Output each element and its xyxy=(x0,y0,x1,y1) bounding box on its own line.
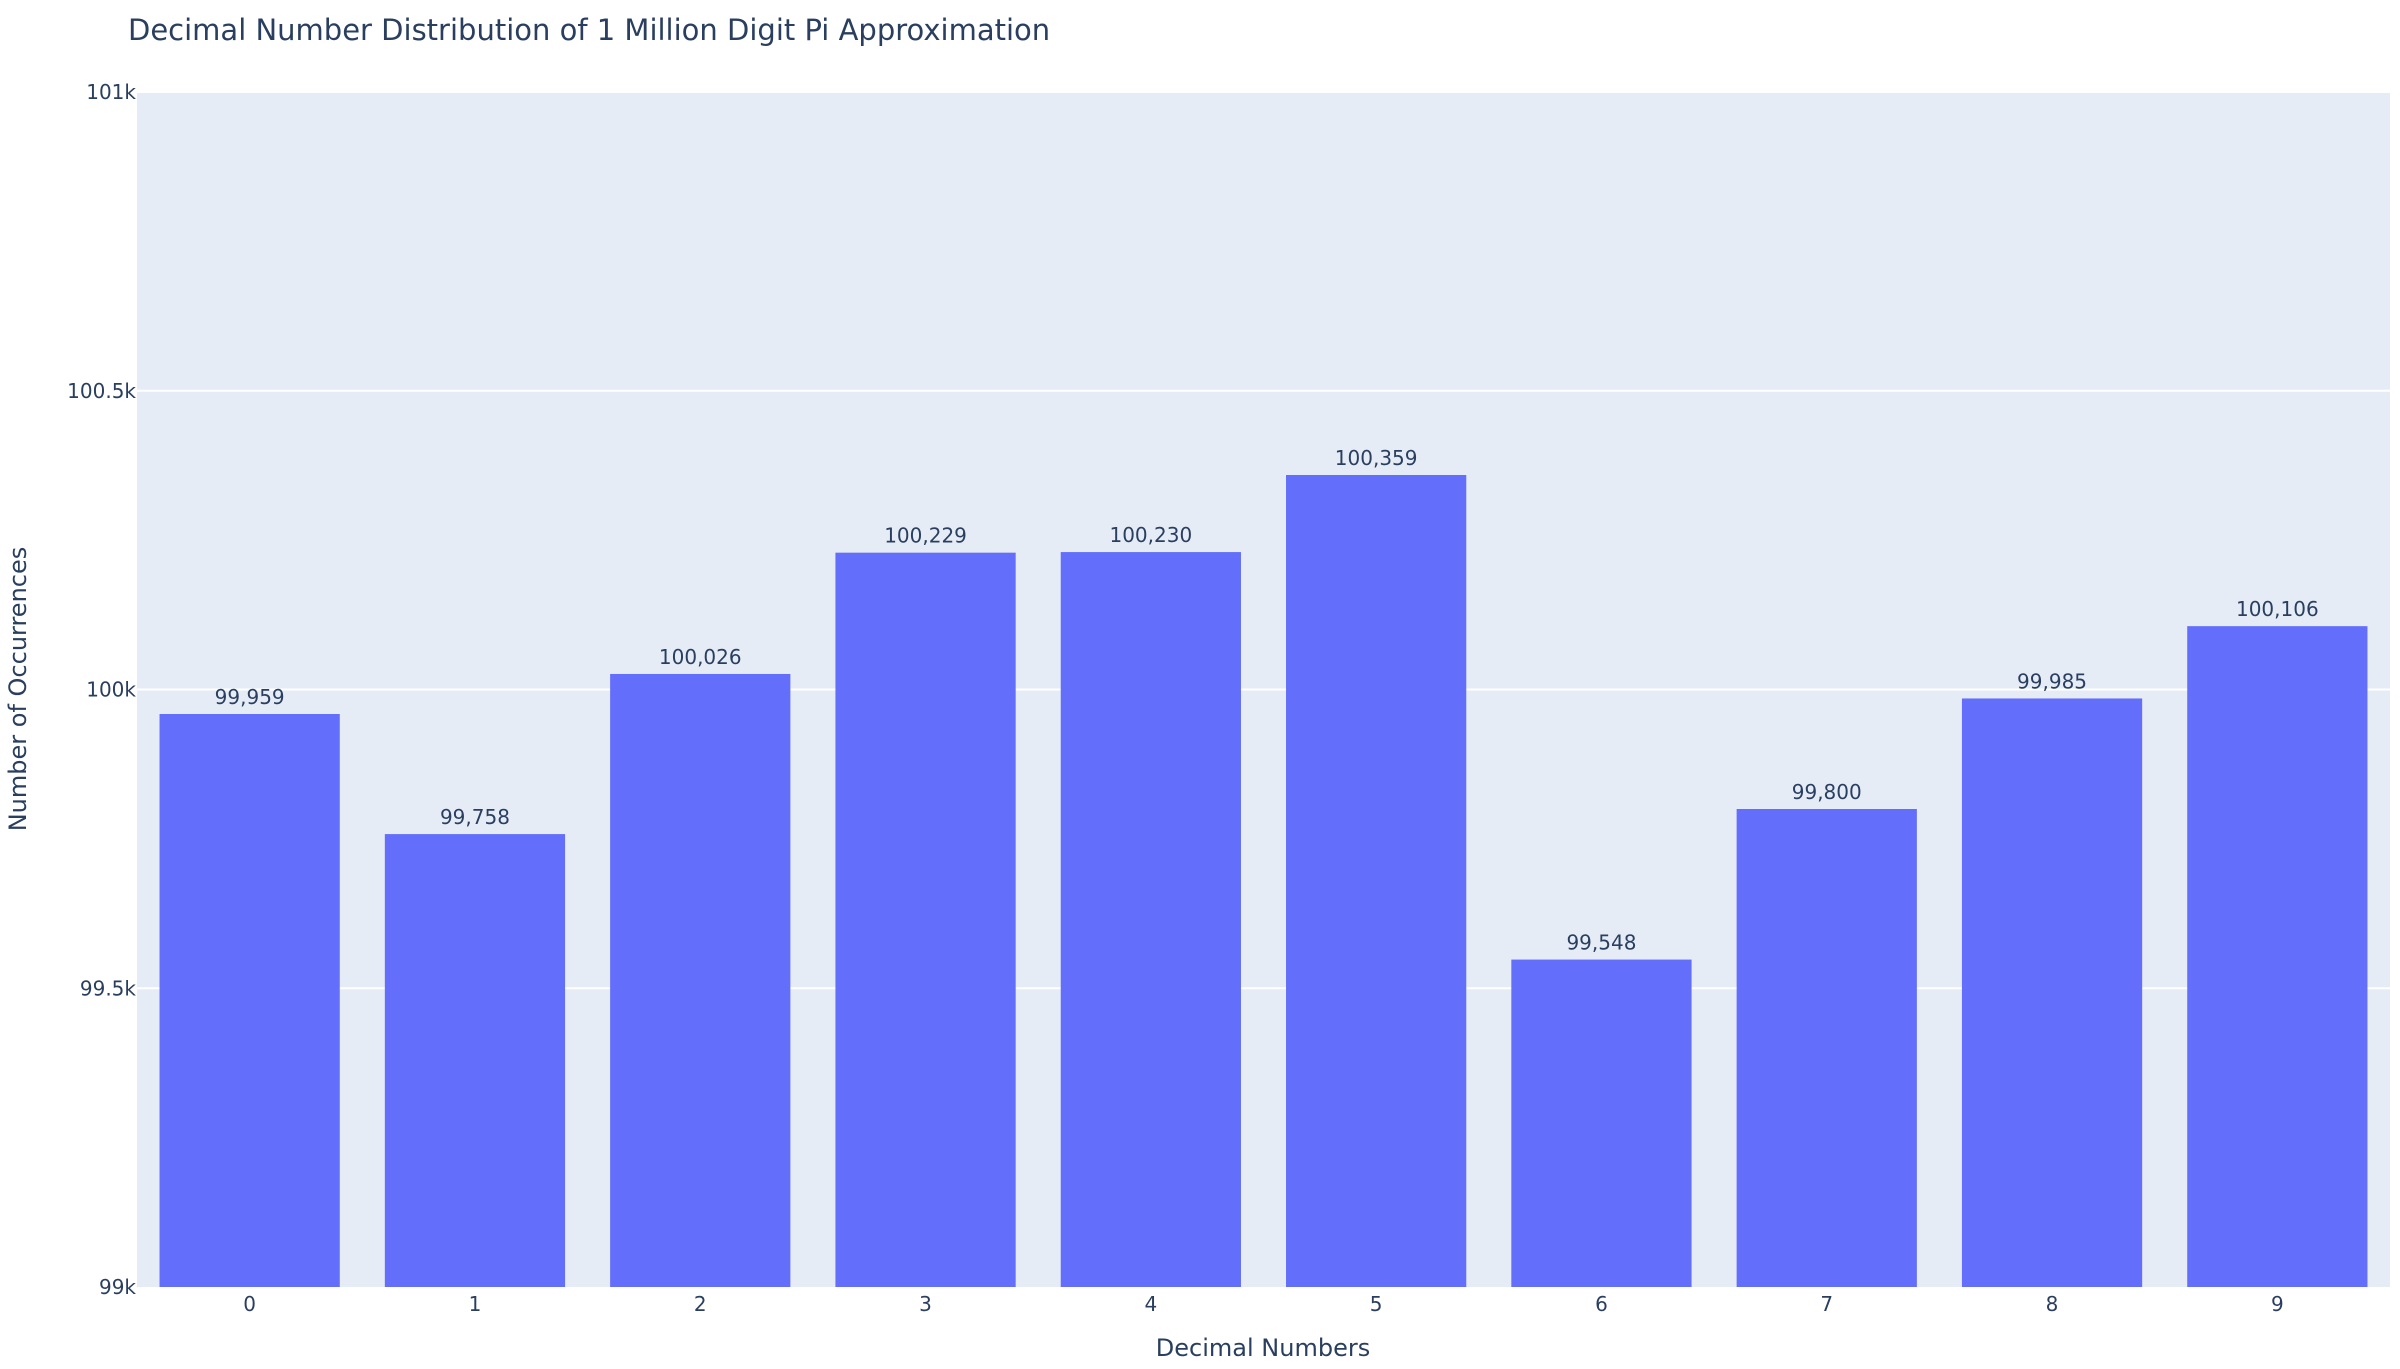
x-tick-label: 1 xyxy=(469,1292,482,1316)
bar-value-label: 100,230 xyxy=(1109,523,1192,547)
y-axis-ticks: 99k 99.5k 100k 100.5k 101k xyxy=(67,80,136,1299)
bars xyxy=(159,474,2368,1287)
x-tick-label: 5 xyxy=(1370,1292,1383,1316)
bar-digit-5[interactable] xyxy=(1286,474,1467,1287)
y-tick-label: 100k xyxy=(86,678,136,702)
bar-value-label: 100,359 xyxy=(1335,446,1418,470)
bar-digit-8[interactable] xyxy=(1961,698,2143,1287)
bar-digit-6[interactable] xyxy=(1511,959,1692,1287)
bar-digit-2[interactable] xyxy=(610,673,791,1287)
chart-title: Decimal Number Distribution of 1 Million… xyxy=(128,13,1050,47)
bar-value-label: 99,800 xyxy=(1792,780,1862,804)
bar-value-label: 99,959 xyxy=(215,685,285,709)
bar-value-label: 99,985 xyxy=(2017,669,2087,693)
y-tick-label: 101k xyxy=(86,80,136,104)
bar-digit-9[interactable] xyxy=(2187,626,2368,1287)
x-tick-label: 2 xyxy=(694,1292,707,1316)
x-tick-label: 7 xyxy=(1820,1292,1833,1316)
x-tick-label: 4 xyxy=(1144,1292,1157,1316)
x-tick-label: 6 xyxy=(1595,1292,1608,1316)
y-tick-label: 99.5k xyxy=(80,976,137,1000)
bar-value-labels: 99,959 99,758 100,026 100,229 100,230 100,359… xyxy=(215,446,2319,955)
bar-digit-0[interactable] xyxy=(159,713,340,1287)
bar-digit-4[interactable] xyxy=(1060,552,1241,1287)
bar-digit-3[interactable] xyxy=(835,552,1016,1287)
y-tick-label: 100.5k xyxy=(67,379,136,403)
bar-digit-7[interactable] xyxy=(1736,809,1917,1287)
x-tick-label: 9 xyxy=(2271,1292,2284,1316)
y-tick-label: 99k xyxy=(99,1275,136,1299)
bar-value-label: 100,026 xyxy=(659,645,742,669)
bar-value-label: 99,758 xyxy=(440,805,510,829)
bar-value-label: 100,106 xyxy=(2236,597,2319,621)
x-tick-label: 8 xyxy=(2046,1292,2059,1316)
bar-value-label: 99,548 xyxy=(1566,931,1636,955)
x-axis-ticks: 0 1 2 3 4 5 6 7 8 9 xyxy=(243,1292,2283,1316)
x-axis-title: Decimal Numbers xyxy=(1156,1334,1370,1362)
bar-value-label: 100,229 xyxy=(884,524,967,548)
x-tick-label: 0 xyxy=(243,1292,256,1316)
bar-digit-1[interactable] xyxy=(384,834,566,1287)
x-tick-label: 3 xyxy=(919,1292,932,1316)
y-axis-title: Number of Occurrences xyxy=(4,547,32,832)
